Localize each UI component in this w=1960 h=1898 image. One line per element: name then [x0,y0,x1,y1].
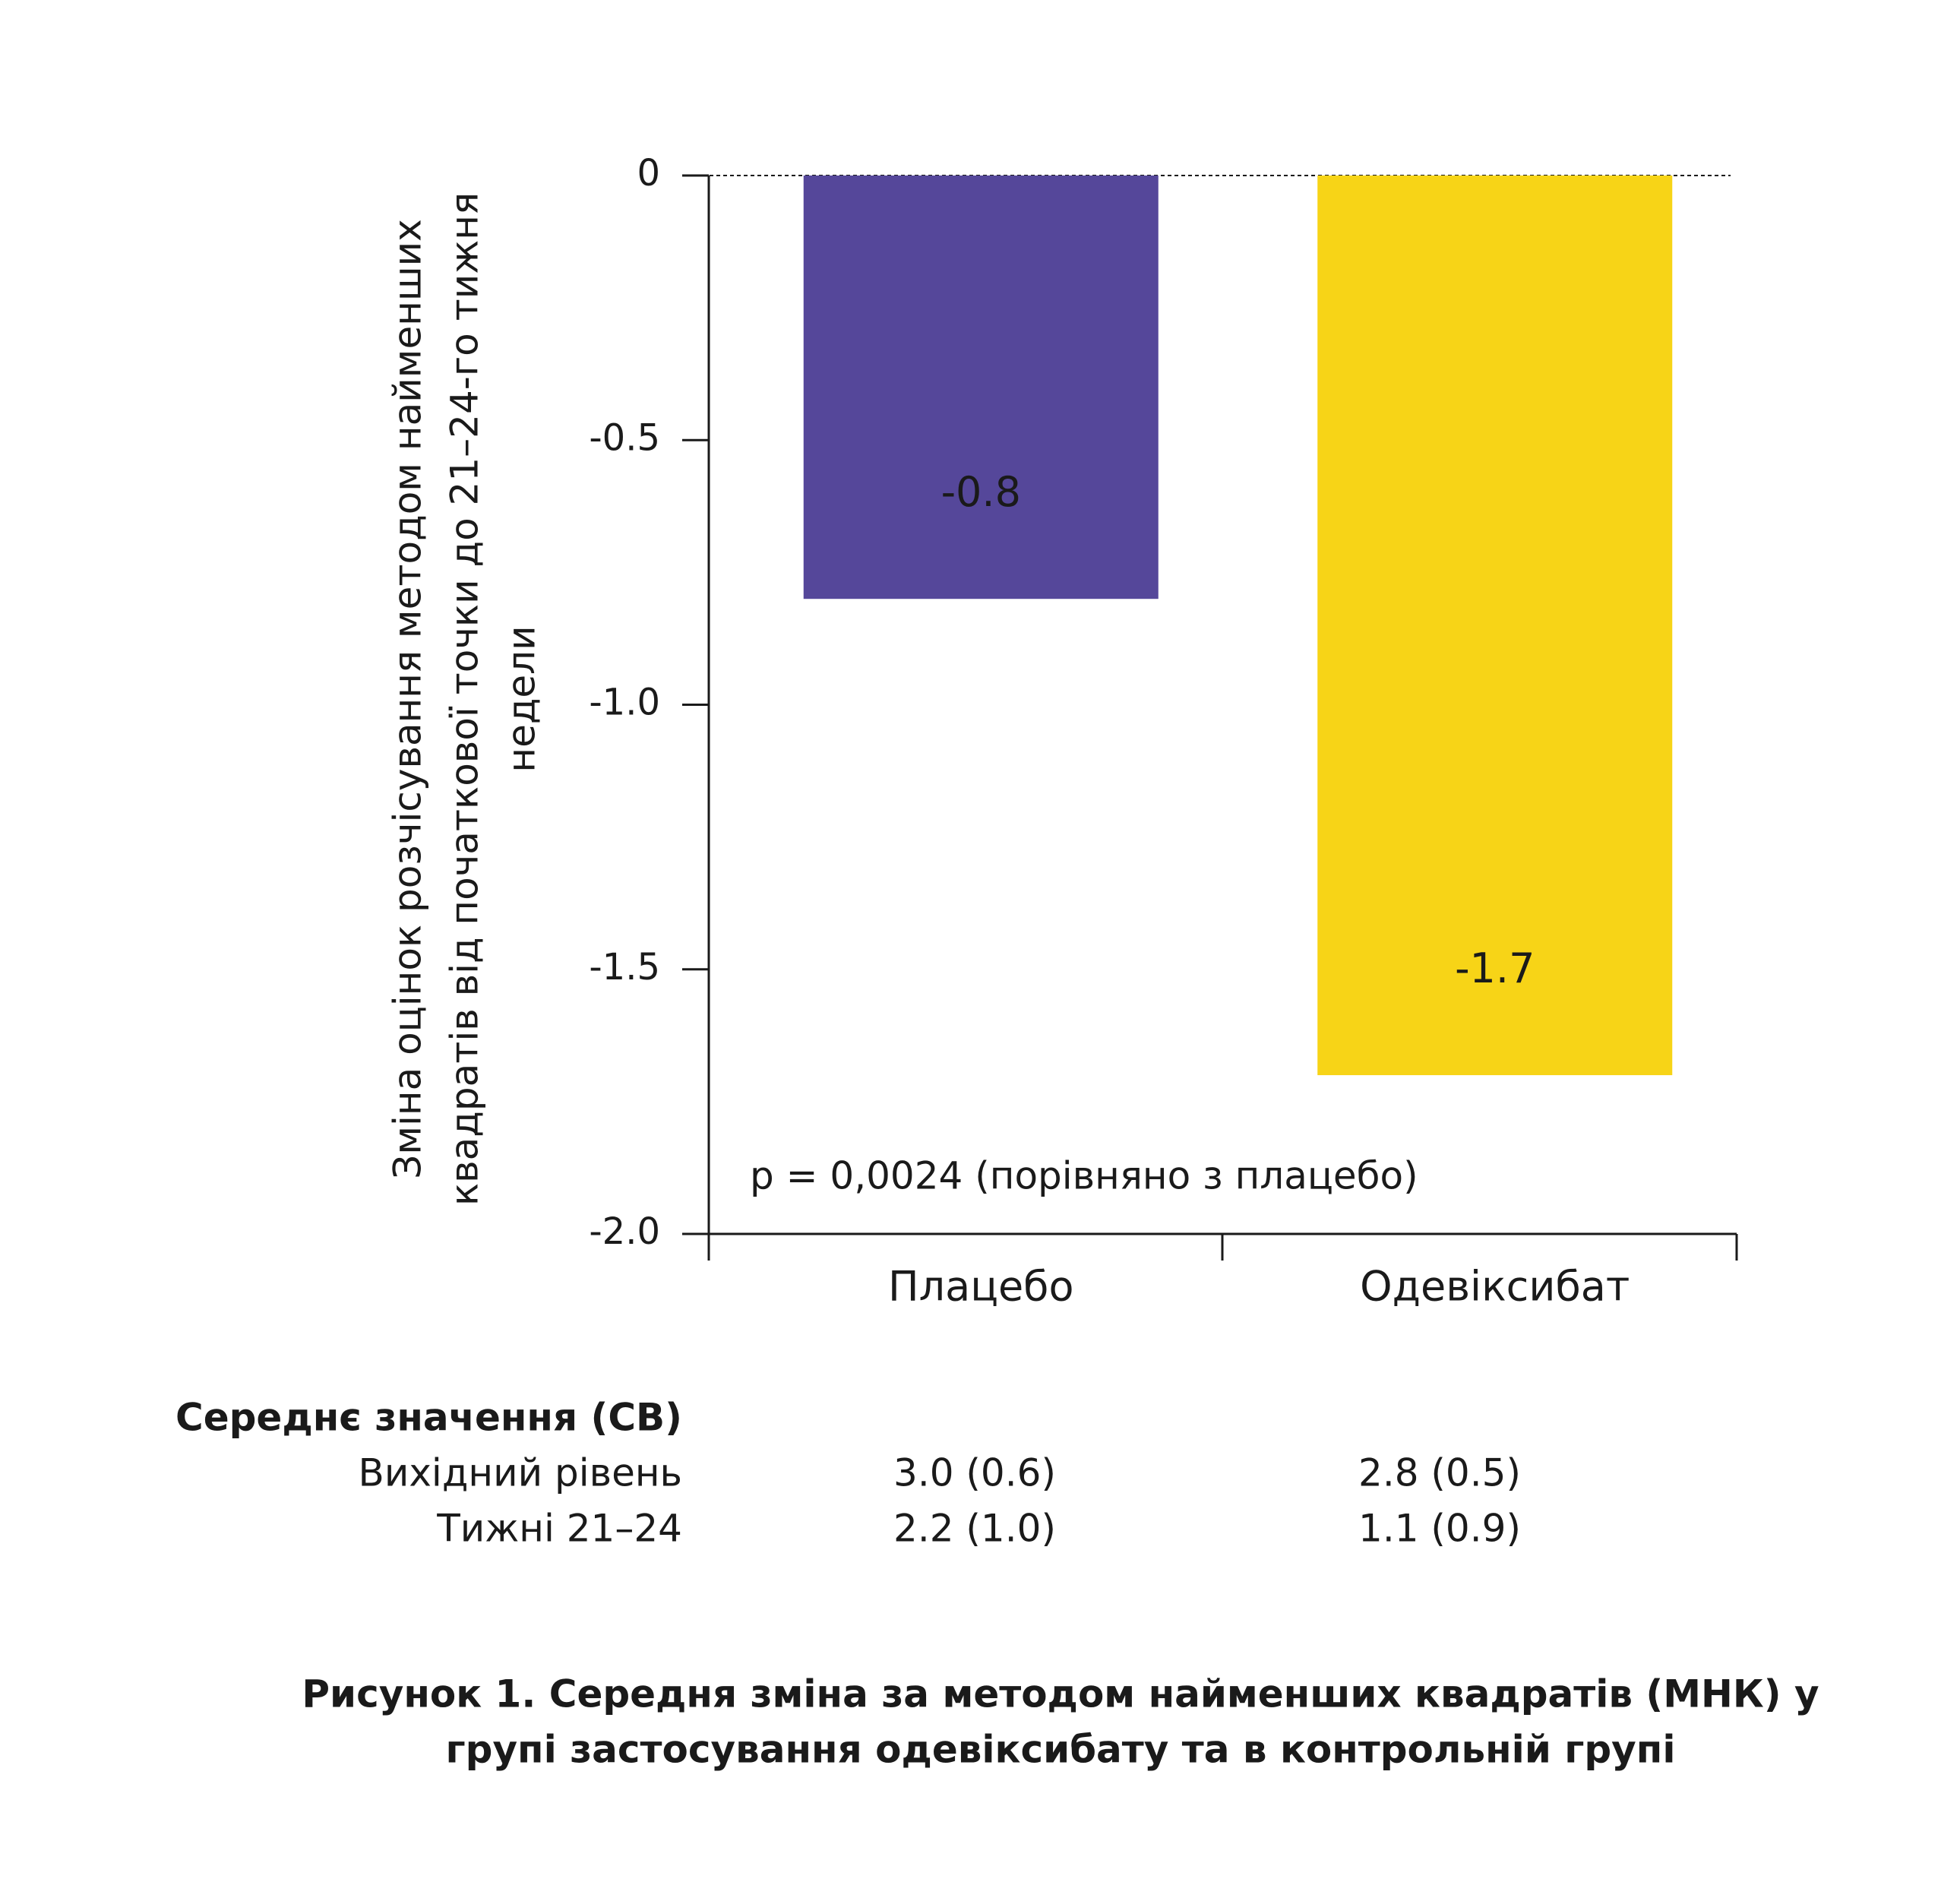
y-tick-label: -1.0 [589,682,660,724]
cell: 1.1 (0.9) [1358,1507,1521,1551]
y-tick-label: -2.0 [589,1210,660,1253]
cell: 3.0 (0.6) [893,1451,1056,1495]
cell: 2.2 (1.0) [893,1507,1056,1551]
annotation: p = 0,0024 (порівняно з плацебо) [750,1154,1418,1198]
value-label: -1.7 [1455,944,1535,992]
x-tick-label: Одевіксибат [1360,1263,1630,1311]
row-label: Вихідний рівень [359,1451,682,1495]
value-label: -0.8 [941,468,1021,516]
table-title: Середнє значення (СВ) [175,1396,682,1440]
y-tick-label: 0 [637,152,660,195]
caption: Рисунок 1. Середня зміна за методом найм… [302,1672,1819,1716]
y-axis-title: Зміна оцінок розчісування методом наймен… [386,219,430,1178]
cell: 2.8 (0.5) [1358,1451,1521,1495]
y-tick-label: -1.5 [589,946,660,989]
caption: групі застосування одевіксибату та в кон… [446,1728,1676,1772]
row-label: Тижні 21–24 [436,1507,682,1551]
x-tick-label: Плацебо [888,1263,1074,1311]
y-axis-title: квадратів від початкової точки до 21–24-… [443,192,487,1206]
bar [803,176,1159,599]
y-axis-title: недели [500,625,544,772]
y-tick-label: -0.5 [589,416,660,459]
bar [1317,176,1673,1076]
